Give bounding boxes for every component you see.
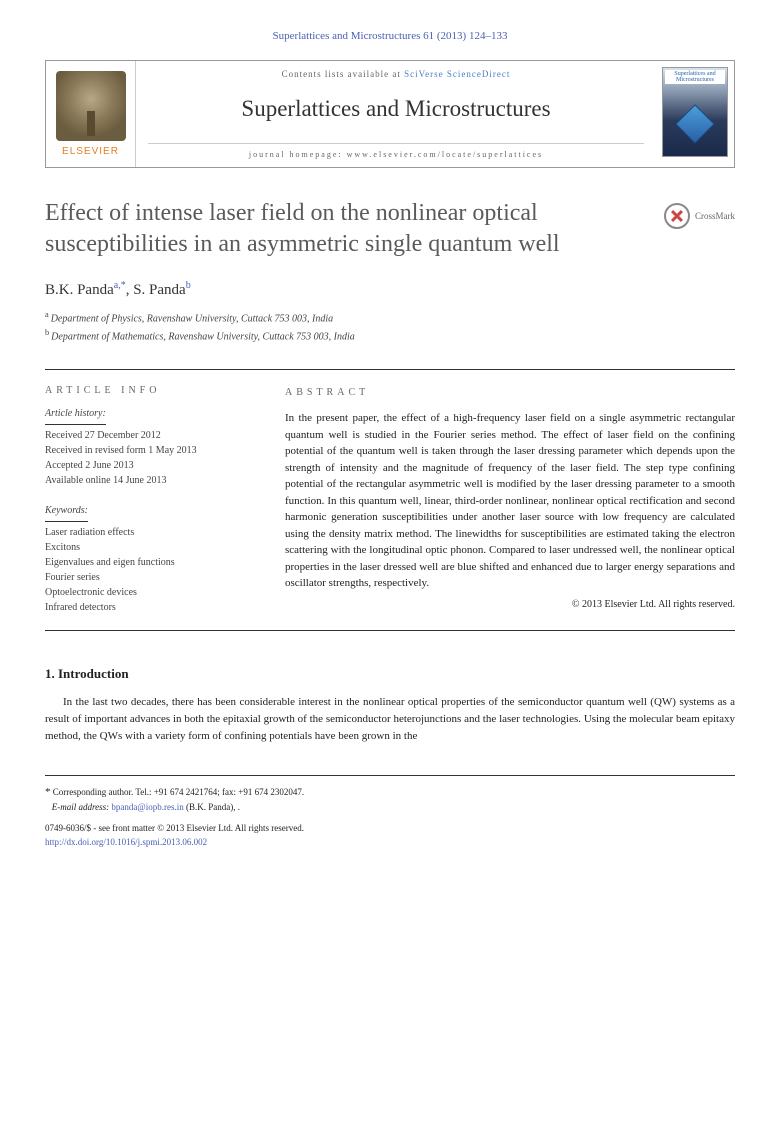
keywords-heading: Keywords:: [45, 503, 88, 522]
publisher-name: ELSEVIER: [54, 146, 127, 157]
history-online: Available online 14 June 2013: [45, 473, 255, 488]
keyword-item: Infrared detectors: [45, 600, 255, 615]
keyword-item: Optoelectronic devices: [45, 585, 255, 600]
cover-diamond-icon: [675, 104, 715, 144]
keyword-item: Fourier series: [45, 570, 255, 585]
elsevier-logo[interactable]: ELSEVIER: [46, 61, 136, 167]
journal-header: ELSEVIER Contents lists available at Sci…: [45, 60, 735, 168]
elsevier-tree-icon: [56, 71, 126, 141]
affiliation-a: Department of Physics, Ravenshaw Univers…: [51, 314, 333, 325]
keyword-item: Laser radiation effects: [45, 525, 255, 540]
doi-link[interactable]: http://dx.doi.org/10.1016/j.spmi.2013.06…: [45, 837, 207, 847]
authors-line: B.K. Pandaa,*, S. Pandab: [45, 280, 735, 299]
author-1[interactable]: B.K. Panda: [45, 282, 114, 298]
article-info-heading: ARTICLE INFO: [45, 385, 255, 396]
body-paragraph-1: In the last two decades, there has been …: [45, 694, 735, 745]
affiliation-b: Department of Mathematics, Ravenshaw Uni…: [51, 331, 355, 342]
article-title: Effect of intense laser field on the non…: [45, 198, 735, 260]
author-2-sup: b: [186, 280, 191, 291]
abstract-text: In the present paper, the effect of a hi…: [285, 410, 735, 592]
corresponding-author-line: Corresponding author. Tel.: +91 674 2421…: [53, 787, 304, 797]
article-info-column: ARTICLE INFO Article history: Received 2…: [45, 385, 255, 615]
journal-name: Superlattices and Microstructures: [148, 96, 644, 122]
issn-copyright-line: 0749-6036/$ - see front matter © 2013 El…: [45, 822, 735, 836]
abstract-copyright: © 2013 Elsevier Ltd. All rights reserved…: [285, 597, 735, 612]
journal-reference: Superlattices and Microstructures 61 (20…: [45, 30, 735, 42]
email-link[interactable]: bpanda@iopb.res.in: [111, 802, 183, 812]
journal-cover-thumbnail[interactable]: Superlattices and Microstructures: [656, 61, 734, 167]
corresponding-star-icon: *: [45, 786, 51, 798]
history-received: Received 27 December 2012: [45, 428, 255, 443]
keyword-item: Excitons: [45, 540, 255, 555]
email-label: E-mail address:: [52, 802, 109, 812]
history-revised: Received in revised form 1 May 2013: [45, 443, 255, 458]
abstract-column: ABSTRACT In the present paper, the effec…: [285, 385, 735, 615]
crossmark-icon: [664, 203, 690, 229]
history-accepted: Accepted 2 June 2013: [45, 458, 255, 473]
section-1-heading: 1. Introduction: [45, 666, 735, 682]
author-2[interactable]: S. Panda: [133, 282, 186, 298]
contents-prefix: Contents lists available at: [282, 69, 401, 79]
page-footer: * Corresponding author. Tel.: +91 674 24…: [45, 775, 735, 849]
contents-available-line: Contents lists available at SciVerse Sci…: [148, 69, 644, 79]
author-1-sup: a,*: [114, 280, 126, 291]
abstract-heading: ABSTRACT: [285, 385, 735, 400]
article-history-heading: Article history:: [45, 406, 106, 425]
crossmark-badge[interactable]: CrossMark: [664, 203, 735, 229]
crossmark-label: CrossMark: [695, 211, 735, 221]
cover-title: Superlattices and Microstructures: [665, 70, 725, 84]
sciencedirect-link[interactable]: SciVerse ScienceDirect: [404, 69, 510, 79]
email-author-name: (B.K. Panda), .: [186, 802, 240, 812]
journal-homepage[interactable]: journal homepage: www.elsevier.com/locat…: [148, 143, 644, 159]
keyword-item: Eigenvalues and eigen functions: [45, 555, 255, 570]
affiliations: aDepartment of Physics, Ravenshaw Univer…: [45, 309, 735, 344]
